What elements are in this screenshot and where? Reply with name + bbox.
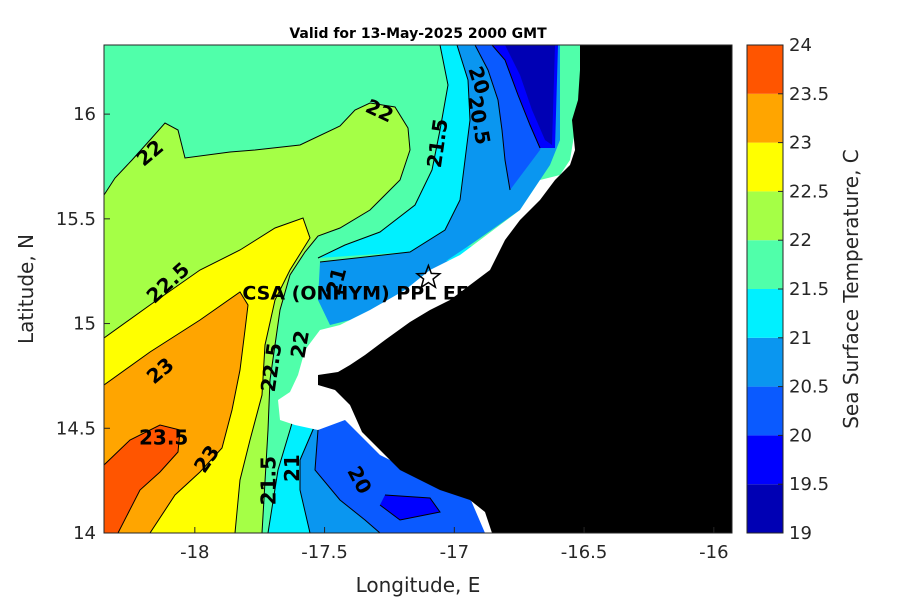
station-star-icon [414,263,442,289]
station-label: CSA (ONHYM) PPL EEZ [242,282,482,304]
x-tick-label: -16.5 [561,542,608,563]
y-axis-ticks: 14 14.5 15 15.5 16 [56,104,110,544]
colorbar-tick-label: 21 [789,328,812,349]
x-tick-label: -17.5 [301,542,348,563]
colorbar-swatch [747,337,783,387]
colorbar-tick-label: 20.5 [789,377,829,398]
x-tick-label: -18 [180,542,209,563]
colorbar-label: Sea Surface Temperature, C [839,149,863,429]
contour-label: 21.5 [257,456,281,505]
x-axis-ticks: -18 -17.5 -17 -16.5 -16 [180,527,729,563]
colorbar-swatch [747,435,783,485]
contour-lines [104,45,541,533]
plot-frame [103,44,733,534]
colorbar-swatch [747,142,783,192]
y-axis-label: Latitude, N [14,234,38,344]
colorbar-swatch [747,289,783,338]
sst-band-19.5-20 [380,495,440,520]
y-tick-label: 15.5 [56,209,96,230]
chart-title: Valid for 13-May-2025 2000 GMT [289,26,547,42]
contour-20-south [379,494,441,521]
contour-20.5-north [474,45,511,191]
colorbar [746,44,784,534]
colorbar-swatch [747,386,783,436]
colorbar-tick-label: 19.5 [789,474,829,495]
contour-20-north [491,45,541,149]
colorbar-swatch [747,484,783,533]
y-tick-label: 15 [73,314,96,335]
y-tick-label: 16 [73,104,96,125]
contour-23.5 [104,424,181,533]
y-tick-label: 14.5 [56,418,96,439]
contour-label: 22 [286,328,314,360]
colorbar-tick-label: 23 [789,133,812,154]
colorbar-tick-label: 24 [789,35,812,56]
sst-band-23.5-24 [104,425,180,533]
x-axis-label: Longitude, E [356,573,481,597]
contour-21-north [319,45,471,263]
contour-23 [104,291,249,533]
y-tick-label: 14 [73,523,96,544]
colorbar-ticks: 19 19.5 20 20.5 21 21.5 22 22.5 23 23.5 24 [778,35,829,544]
colorbar-tick-label: 21.5 [789,279,829,300]
x-tick-label: -16 [699,542,728,563]
colorbar-swatch [747,45,783,94]
colorbar-swatch [747,93,783,143]
sst-band-north-19 [505,45,555,145]
colorbar-tick-label: 22 [789,230,812,251]
contour-22-north [104,102,411,533]
colorbar-tick-label: 19 [789,523,812,544]
colorbar-swatch [747,240,783,289]
contour-label: 23.5 [139,425,188,449]
colorbar-tick-label: 23.5 [789,84,829,105]
land-mass [318,45,732,533]
map-plot-area [104,45,732,533]
colorbar-tick-label: 22.5 [789,181,829,202]
colorbar-swatch [747,191,783,241]
contour-21.5-north [317,45,449,259]
x-tick-label: -17 [440,542,469,563]
colorbar-tick-label: 20 [789,425,812,446]
contour-label: 21 [280,454,304,482]
contour-22.5 [104,217,311,533]
